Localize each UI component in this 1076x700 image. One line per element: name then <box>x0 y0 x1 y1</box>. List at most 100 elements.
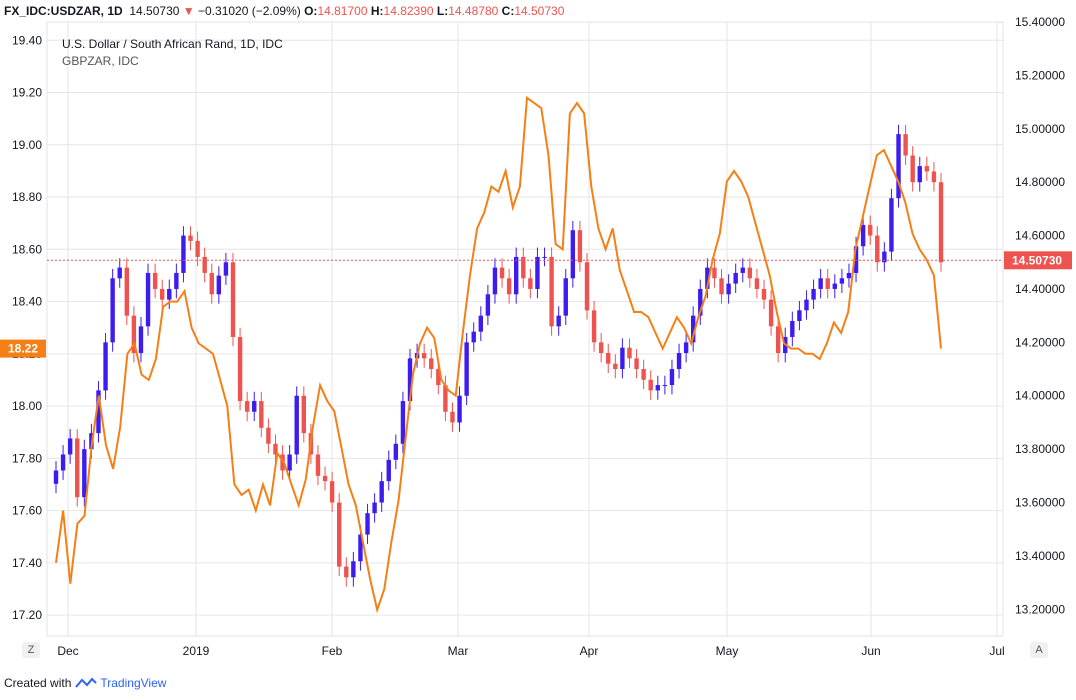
candle-body <box>252 401 257 412</box>
x-tick-label: 2019 <box>183 644 210 658</box>
candle-body <box>421 353 427 359</box>
candle-body <box>216 275 222 295</box>
right-axis-scale-button[interactable]: A <box>1030 642 1048 658</box>
candle-body <box>138 326 144 354</box>
candle-body <box>804 299 809 311</box>
left-tick-label: 17.20 <box>12 608 42 622</box>
candle-body <box>797 310 802 321</box>
candle-body <box>223 262 229 276</box>
right-last-price-label: 14.50730 <box>1012 253 1062 267</box>
right-tick-label: 13.20000 <box>1015 602 1065 616</box>
tradingview-brand: TradingView <box>100 676 167 690</box>
price-change: −0.31020 (−2.09%) <box>198 4 301 18</box>
legend-compare-series: GBPZAR, IDC <box>62 54 139 68</box>
candle-body <box>811 288 816 300</box>
candle-body <box>167 288 172 300</box>
x-tick-label: Jun <box>861 644 880 658</box>
candle-body <box>832 283 837 289</box>
candle-body <box>790 320 795 338</box>
high-label: H: <box>370 4 384 18</box>
candle-body <box>174 272 179 289</box>
candle-body <box>294 395 299 455</box>
low-value: 14.48780 <box>448 4 499 18</box>
candle-body <box>662 385 668 387</box>
candle-body <box>648 379 653 391</box>
candle-body <box>117 267 122 279</box>
candle-body <box>931 171 937 183</box>
candle-body <box>655 385 660 391</box>
right-tick-label: 14.00000 <box>1015 389 1065 403</box>
symbol-header: FX_IDC:USDZAR, 1D 14.50730 ▼ −0.31020 (−… <box>4 4 564 18</box>
candle-body <box>344 566 349 578</box>
candle-body <box>868 224 873 236</box>
candle-body <box>351 561 356 578</box>
right-tick-label: 14.80000 <box>1015 175 1065 189</box>
candle-body <box>188 235 193 241</box>
candle-body <box>365 513 370 535</box>
candle-body <box>669 369 675 386</box>
candle-body <box>103 342 108 391</box>
left-tick-label: 18.00 <box>12 399 42 413</box>
created-with-text: Created with <box>4 676 72 690</box>
candle-body <box>202 256 207 273</box>
candle-body <box>124 267 129 316</box>
candle-body <box>577 230 583 263</box>
candle-body <box>634 358 639 370</box>
candle-body <box>627 347 632 359</box>
candle-body <box>924 166 930 172</box>
left-last-value-label: 18.22 <box>8 342 38 356</box>
candle-body <box>584 262 590 311</box>
candle-body <box>521 256 526 279</box>
legend-main-series: U.S. Dollar / South African Rand, 1D, ID… <box>62 37 283 51</box>
candle-body <box>910 155 915 183</box>
left-axis-scale-button[interactable]: Z <box>22 642 40 658</box>
candle-body <box>882 251 887 263</box>
candle-body <box>506 278 512 295</box>
left-tick-label: 18.80 <box>12 190 42 204</box>
candle-body <box>825 278 830 289</box>
candle-body <box>322 475 328 482</box>
candle-body <box>613 363 618 370</box>
right-tick-label: 13.60000 <box>1015 496 1065 510</box>
candle-body <box>53 470 59 484</box>
symbol-name: FX_IDC:USDZAR, 1D <box>4 4 123 18</box>
candle-body <box>82 449 87 498</box>
open-label: O: <box>304 4 318 18</box>
candle-body <box>556 315 561 327</box>
candle-body <box>478 315 483 332</box>
right-tick-label: 13.40000 <box>1015 549 1065 563</box>
left-tick-label: 17.60 <box>12 504 42 518</box>
close-label: C: <box>501 4 515 18</box>
candle-body <box>96 390 101 434</box>
candle-body <box>875 235 880 263</box>
left-tick-label: 19.20 <box>12 86 42 100</box>
tradingview-logo-icon <box>75 677 98 688</box>
candle-body <box>747 267 753 279</box>
candle-body <box>287 454 292 471</box>
candle-body <box>691 315 696 343</box>
candle-body <box>237 337 243 402</box>
right-tick-label: 15.40000 <box>1015 15 1065 29</box>
chart-legend: U.S. Dollar / South African Rand, 1D, ID… <box>62 37 283 68</box>
right-last-price-badge <box>1004 251 1072 270</box>
candle-body <box>67 438 73 455</box>
candle-body <box>740 267 745 273</box>
candle-body <box>152 272 158 289</box>
candle-body <box>818 278 823 289</box>
left-tick-label: 17.40 <box>12 556 42 570</box>
candle-body <box>358 534 363 562</box>
candle-body <box>705 267 710 289</box>
left-last-value-badge <box>0 339 46 358</box>
left-tick-label: 18.40 <box>12 295 42 309</box>
candle-body <box>436 369 441 386</box>
candle-body <box>209 272 214 295</box>
candle-body <box>429 358 434 370</box>
tradingview-link[interactable]: TradingView <box>75 676 166 690</box>
left-tick-label: 18.60 <box>12 242 42 256</box>
candle-body <box>379 481 384 503</box>
candle-body <box>393 443 399 460</box>
down-arrow-icon: ▼ <box>182 4 195 18</box>
candle-body <box>329 481 335 503</box>
candle-body <box>846 272 852 279</box>
